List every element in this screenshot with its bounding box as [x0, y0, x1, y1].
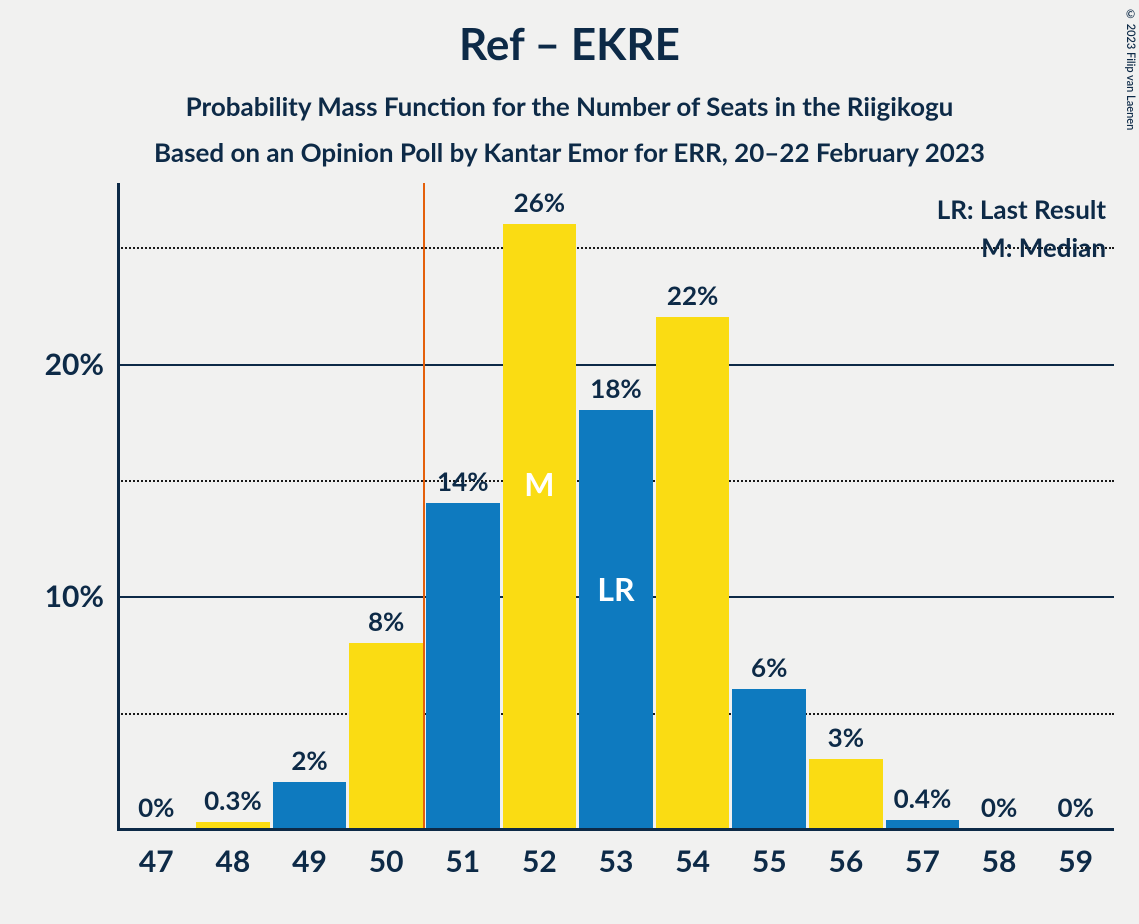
y-axis-tick: 20% — [45, 346, 104, 382]
bar — [273, 782, 347, 829]
y-axis — [117, 183, 120, 829]
bar-value-label: 3% — [828, 721, 864, 753]
bar-chart: 10%20%0%470.3%482%498%5014%5126%5218%532… — [118, 189, 1114, 829]
bar — [656, 317, 730, 829]
bar-value-label: 18% — [590, 372, 641, 404]
x-axis-tick: 56 — [828, 843, 863, 879]
x-axis — [117, 828, 1114, 831]
bar-value-label: 0% — [981, 791, 1017, 823]
bar-value-label: 0% — [138, 791, 174, 823]
bar-value-label: 0.3% — [204, 784, 262, 816]
chart-subtitle-2: Based on an Opinion Poll by Kantar Emor … — [0, 136, 1139, 168]
x-axis-tick: 53 — [599, 843, 634, 879]
bar-value-label: 2% — [291, 744, 327, 776]
bar-value-label: 22% — [667, 279, 718, 311]
bar — [503, 224, 577, 829]
bar — [579, 410, 653, 829]
x-axis-tick: 55 — [752, 843, 787, 879]
bar-value-label: 14% — [437, 465, 488, 497]
x-axis-tick: 57 — [905, 843, 940, 879]
bar-value-label: 26% — [514, 186, 565, 218]
in-bar-last-result-label: LR — [597, 569, 634, 608]
bar — [732, 689, 806, 829]
bar — [426, 503, 500, 829]
x-axis-tick: 52 — [522, 843, 557, 879]
credit-text: © 2023 Filip van Laenen — [1124, 8, 1137, 130]
x-axis-tick: 49 — [292, 843, 327, 879]
gridline-major — [118, 364, 1114, 366]
x-axis-tick: 47 — [139, 843, 174, 879]
x-axis-tick: 51 — [445, 843, 480, 879]
chart-title: Ref – EKRE — [0, 0, 1139, 70]
x-axis-tick: 48 — [216, 843, 251, 879]
x-axis-tick: 59 — [1058, 843, 1093, 879]
chart-subtitle-1: Probability Mass Function for the Number… — [0, 90, 1139, 122]
gridline-minor — [118, 247, 1114, 249]
bar-value-label: 0% — [1057, 791, 1093, 823]
bar — [349, 643, 423, 829]
x-axis-tick: 54 — [675, 843, 710, 879]
bar — [809, 759, 883, 829]
y-axis-tick: 10% — [45, 578, 104, 614]
x-axis-tick: 58 — [982, 843, 1017, 879]
in-bar-median-label: M — [524, 464, 554, 503]
legend-last-result: LR: Last Result — [937, 193, 1106, 225]
legend-median: M: Median — [981, 231, 1106, 263]
bar-value-label: 8% — [368, 605, 404, 637]
x-axis-tick: 50 — [369, 843, 404, 879]
bar-value-label: 6% — [751, 651, 787, 683]
bar-value-label: 0.4% — [894, 782, 952, 814]
